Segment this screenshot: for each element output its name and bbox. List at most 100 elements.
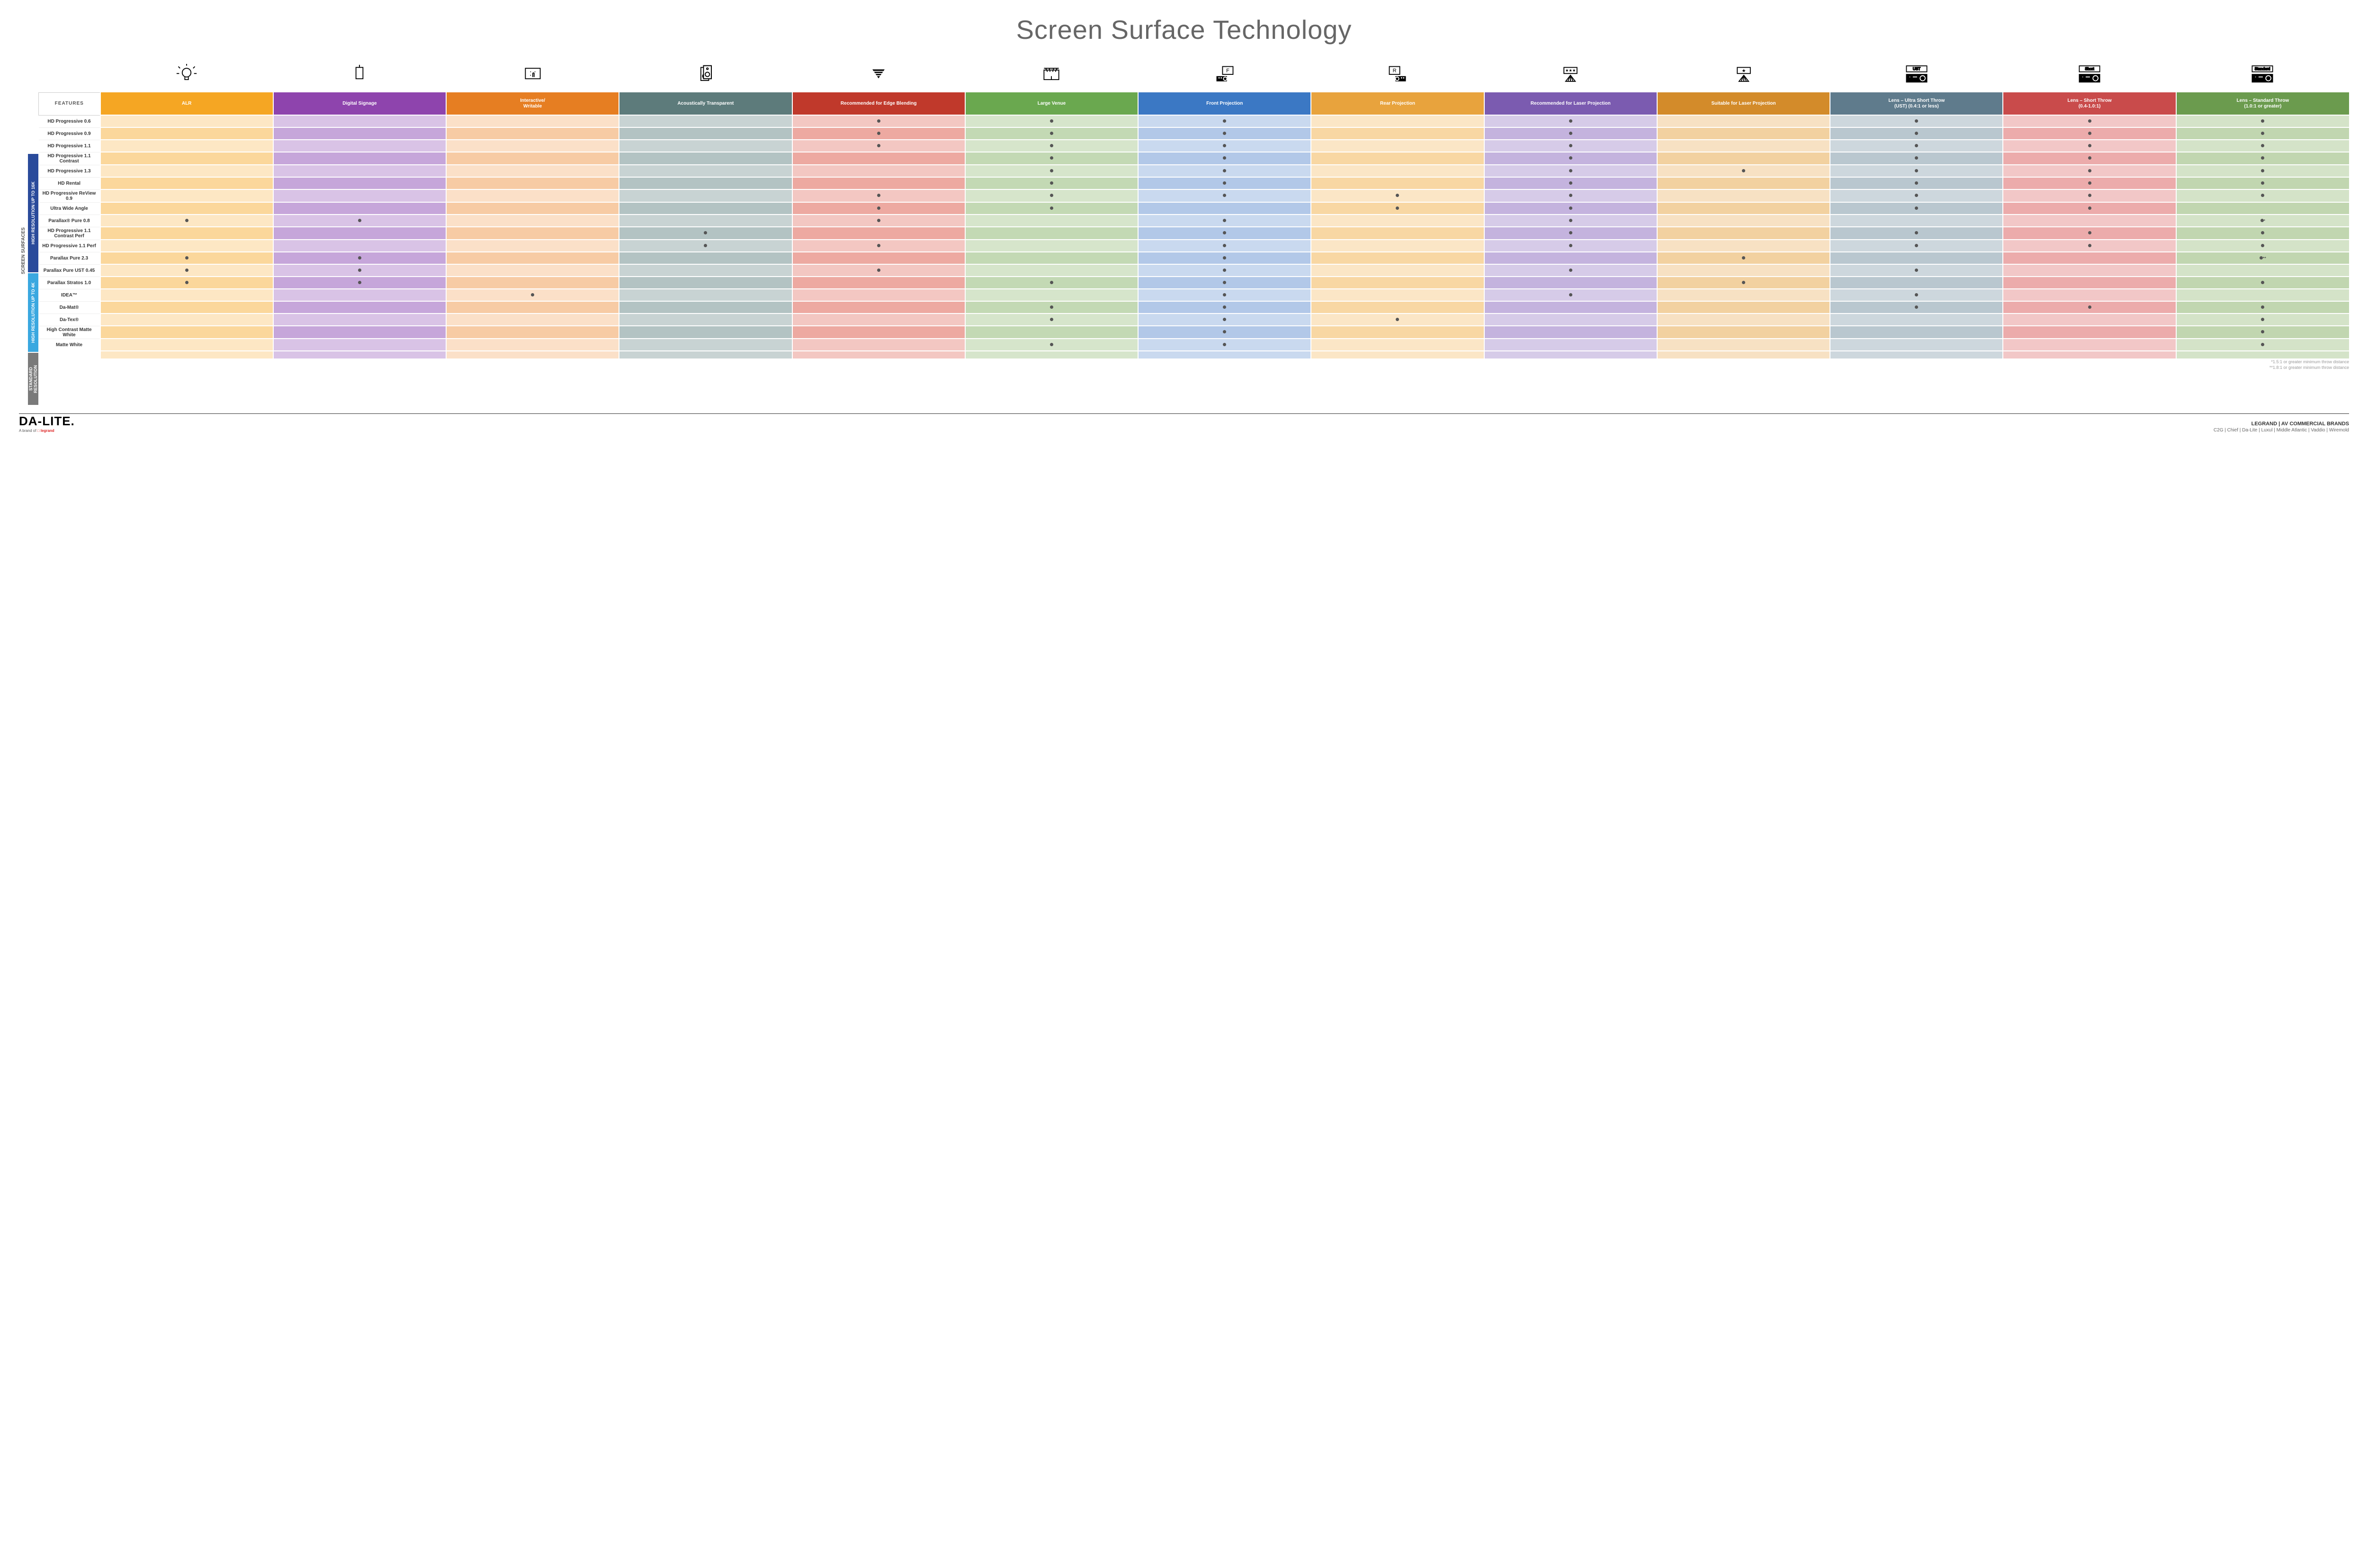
dot-icon	[2261, 144, 2264, 147]
row-label: Parallax Stratos 1.0	[39, 277, 100, 289]
cell-signage	[273, 202, 446, 215]
footnote-2: **1.8:1 or greater minimum throw distanc…	[38, 365, 2349, 371]
spacer-cell	[965, 351, 1138, 358]
cell-reclaser	[1484, 215, 1657, 227]
table-row: Matte White	[39, 339, 2350, 351]
dot-icon	[2261, 330, 2264, 333]
cell-edge	[792, 277, 965, 289]
cell-ust	[1830, 252, 2003, 264]
cell-reclaser	[1484, 189, 1657, 202]
dot-icon	[2088, 206, 2091, 210]
cell-alr	[100, 165, 273, 177]
cell-ust	[1830, 140, 2003, 152]
blank-icon-cell	[39, 59, 100, 92]
cell-reclaser	[1484, 127, 1657, 140]
cell-signage	[273, 115, 446, 127]
cell-large	[965, 165, 1138, 177]
large-icon	[965, 59, 1138, 92]
ust-icon: UST	[1830, 59, 2003, 92]
cell-std	[2176, 264, 2349, 277]
dot-icon	[1050, 206, 1053, 210]
dot-icon	[2261, 119, 2264, 123]
cell-rear	[1311, 115, 1484, 127]
cell-interactive	[446, 289, 619, 301]
dot-icon	[1223, 119, 1226, 123]
dot-icon	[2088, 156, 2091, 160]
cell-short	[2003, 339, 2176, 351]
dot-icon	[1915, 269, 1918, 272]
spacer-cell	[446, 351, 619, 358]
dot-icon	[1050, 181, 1053, 185]
cell-acoustic	[619, 314, 792, 326]
cell-edge	[792, 177, 965, 189]
dot-icon	[1569, 132, 1572, 135]
cell-std	[2176, 326, 2349, 339]
table-row: Parallax® Pure 0.8*	[39, 215, 2350, 227]
svg-text:★: ★	[1741, 68, 1746, 73]
dot-icon	[1223, 219, 1226, 222]
column-header-alr: ALR	[100, 92, 273, 115]
cell-short	[2003, 127, 2176, 140]
cell-std	[2176, 240, 2349, 252]
cell-signage	[273, 326, 446, 339]
surface-matrix-table: FR★★★★ UST Short Standard FEATURESALRDig…	[38, 59, 2349, 358]
spacer-cell	[1830, 351, 2003, 358]
footer-right-title: LEGRAND | AV COMMERCIAL BRANDS	[2214, 421, 2349, 427]
cell-interactive	[446, 152, 619, 165]
cell-front	[1138, 252, 1311, 264]
cell-alr	[100, 127, 273, 140]
cell-signage	[273, 301, 446, 314]
cell-acoustic	[619, 252, 792, 264]
dot-icon	[2088, 169, 2091, 172]
dot-icon	[877, 244, 880, 247]
cell-alr	[100, 264, 273, 277]
cell-signage	[273, 277, 446, 289]
dot-icon	[1569, 119, 1572, 123]
cell-edge	[792, 289, 965, 301]
dot-icon	[1569, 206, 1572, 210]
table-row: HD Rental	[39, 177, 2350, 189]
cell-alr	[100, 326, 273, 339]
cell-signage	[273, 177, 446, 189]
cell-large	[965, 140, 1138, 152]
table-row: Parallax Pure 2.3**	[39, 252, 2350, 264]
cell-alr	[100, 215, 273, 227]
dot-icon	[877, 269, 880, 272]
cell-suitlaser	[1657, 301, 1830, 314]
dot-icon	[2088, 132, 2091, 135]
cell-ust	[1830, 177, 2003, 189]
cell-reclaser	[1484, 326, 1657, 339]
cell-edge	[792, 189, 965, 202]
cell-std	[2176, 202, 2349, 215]
row-label: IDEA™	[39, 289, 100, 301]
dot-icon	[358, 269, 361, 272]
vertical-label-screen-surfaces: SCREEN SURFACES	[19, 97, 28, 405]
dot-icon	[2261, 194, 2264, 197]
cell-edge	[792, 339, 965, 351]
cell-std	[2176, 277, 2349, 289]
cell-alr	[100, 240, 273, 252]
dot-icon	[2088, 144, 2091, 147]
svg-text:Standard: Standard	[2255, 67, 2270, 71]
cell-acoustic	[619, 301, 792, 314]
dot-icon	[1050, 144, 1053, 147]
dot-icon	[1223, 318, 1226, 321]
svg-text:UST: UST	[1913, 67, 1920, 71]
cell-std	[2176, 115, 2349, 127]
cell-rear	[1311, 277, 1484, 289]
cell-std	[2176, 227, 2349, 240]
cell-interactive	[446, 127, 619, 140]
column-header-ust: Lens – Ultra Short Throw(UST) (0.4:1 or …	[1830, 92, 2003, 115]
dot-icon	[877, 119, 880, 123]
dot-icon	[1050, 194, 1053, 197]
dot-icon	[2261, 169, 2264, 172]
cell-edge	[792, 264, 965, 277]
dot-icon	[877, 194, 880, 197]
dot-icon	[2261, 244, 2264, 247]
cell-large	[965, 240, 1138, 252]
cell-front	[1138, 152, 1311, 165]
cell-large	[965, 189, 1138, 202]
cell-reclaser	[1484, 252, 1657, 264]
cell-edge	[792, 252, 965, 264]
table-row: HD Progressive 1.1	[39, 140, 2350, 152]
